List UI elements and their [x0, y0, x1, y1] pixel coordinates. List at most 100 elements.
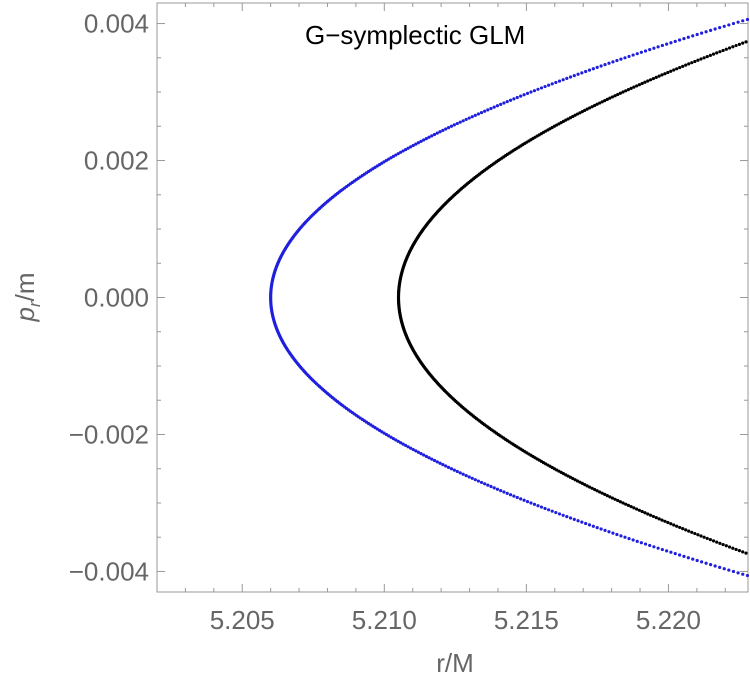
x-axis-title: r/M [436, 648, 474, 678]
data-point [399, 441, 403, 445]
data-point [737, 549, 741, 553]
data-point [615, 58, 619, 63]
data-point [571, 476, 575, 481]
data-point [603, 63, 607, 67]
data-point [572, 74, 576, 78]
data-point [629, 86, 633, 90]
data-point [470, 476, 474, 480]
data-point [585, 484, 589, 488]
data-point [639, 541, 643, 545]
data-point [424, 137, 428, 141]
data-point [727, 23, 731, 27]
data-point [684, 63, 688, 67]
data-point [626, 87, 631, 92]
data-point [568, 75, 573, 79]
data-point [391, 154, 395, 159]
data-point [588, 106, 592, 110]
data-point [411, 143, 415, 148]
data-point [686, 35, 690, 39]
data-point [539, 505, 544, 509]
y-tick-label: 0.004 [84, 9, 149, 39]
data-point [438, 461, 442, 465]
data-point [648, 513, 653, 517]
data-point [648, 47, 652, 52]
data-point [663, 72, 667, 76]
data-point [690, 530, 694, 534]
data-point [687, 62, 691, 66]
data-point [731, 21, 736, 26]
data-point [611, 531, 615, 535]
data-point [621, 90, 625, 94]
data-point [492, 105, 496, 109]
data-point [572, 517, 576, 522]
data-point [396, 152, 400, 156]
data-point [449, 124, 454, 128]
data-point [744, 40, 748, 44]
data-point [432, 458, 437, 463]
data-point [522, 498, 526, 502]
data-point [721, 48, 725, 53]
data-point [724, 544, 728, 548]
data-point [584, 521, 588, 526]
data-point [595, 102, 599, 106]
x-tick-label: 5.205 [210, 605, 275, 635]
x-tick-label: 5.215 [494, 605, 559, 635]
data-point [455, 469, 459, 474]
data-point [543, 506, 547, 511]
data-point [391, 436, 395, 441]
data-point [615, 532, 619, 537]
data-point [424, 454, 428, 458]
data-point [721, 542, 725, 547]
data-point [489, 484, 493, 489]
data-point [587, 68, 592, 72]
data-point [499, 102, 503, 106]
data-point [737, 42, 741, 46]
data-point [502, 101, 506, 105]
data-point [452, 123, 456, 127]
data-point [479, 480, 484, 485]
data-point [565, 76, 569, 80]
data-point [476, 112, 480, 116]
data-point [414, 142, 418, 146]
x-tick-label: 5.210 [352, 605, 417, 635]
data-point [387, 157, 391, 161]
y-tick-label: 0.000 [84, 283, 149, 313]
data-point [700, 560, 704, 564]
data-point [699, 57, 703, 61]
data-point [547, 83, 551, 87]
data-point [576, 72, 580, 76]
data-point [467, 475, 471, 479]
plot-border [156, 2, 749, 593]
data-point [561, 513, 565, 517]
data-point [629, 505, 633, 509]
data-point [741, 19, 745, 23]
data-point [409, 446, 413, 450]
data-point [713, 564, 717, 568]
data-point [512, 494, 516, 498]
y-axis-title-main: p [10, 307, 40, 322]
data-point [663, 519, 667, 523]
data-point [613, 94, 617, 98]
data-point [745, 17, 750, 22]
data-point [470, 115, 474, 119]
data-point [731, 569, 736, 574]
data-point [409, 145, 413, 149]
data-point [654, 75, 658, 79]
data-point [621, 501, 625, 505]
data-point [635, 84, 639, 88]
data-point [435, 131, 439, 135]
data-point [575, 112, 580, 116]
data-point [483, 109, 487, 113]
data-point [640, 81, 644, 86]
data-point [384, 432, 388, 437]
data-point [709, 28, 713, 32]
data-point [404, 443, 408, 448]
data-point [464, 117, 468, 122]
data-point [449, 467, 454, 471]
data-point [590, 486, 594, 490]
data-point [583, 108, 587, 112]
data-point [411, 447, 415, 452]
data-point [416, 450, 420, 454]
data-point [722, 24, 726, 28]
